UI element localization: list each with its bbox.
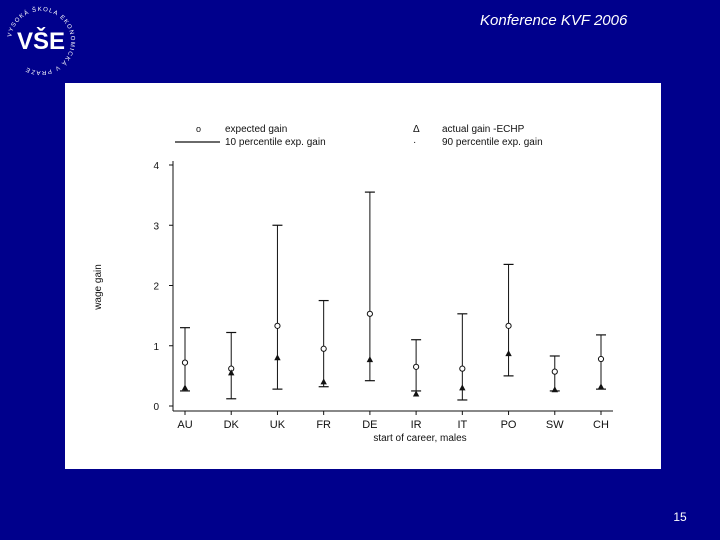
legend-p90-marker: · [413, 137, 416, 148]
x-tick-label-CH: CH [593, 419, 609, 431]
legend-actual-label: actual gain -ECHP [442, 124, 525, 135]
y-tick-label-0: 0 [153, 402, 159, 413]
chart-marks [180, 191, 606, 401]
x-tick-label-SW: SW [546, 419, 564, 431]
y-axis-label: wage gain [93, 264, 104, 311]
x-tick-label-UK: UK [270, 419, 286, 431]
x-tick-label-PO: PO [501, 419, 517, 431]
actual-point-DK [228, 369, 235, 376]
x-tick-label-AU: AU [177, 419, 192, 431]
x-axis-label: start of career, males [373, 433, 466, 444]
chart-panel: o expected gain 10 percentile exp. gain … [65, 83, 661, 469]
x-tick-label-FR: FR [316, 419, 331, 431]
expected-point-AU [181, 359, 189, 366]
expected-point-SW [551, 368, 558, 375]
legend-expected-marker: o [196, 124, 201, 134]
expected-point-FR [320, 345, 327, 352]
actual-point-CH [597, 383, 605, 390]
y-tick-label-1: 1 [153, 342, 159, 353]
x-tick-label-IT: IT [457, 419, 467, 431]
expected-point-UK [274, 322, 281, 329]
actual-point-IT [459, 384, 466, 391]
actual-point-FR [320, 378, 327, 385]
y-tick-label-3: 3 [153, 221, 159, 232]
expected-point-DE [366, 310, 373, 317]
expected-point-PO [505, 322, 512, 329]
expected-point-IR [413, 363, 420, 370]
actual-point-UK [274, 354, 281, 361]
logo-text: VŠE [17, 27, 65, 55]
page-number: 15 [673, 510, 687, 524]
slide-title: Konference KVF 2006 [480, 12, 628, 29]
legend-p10-label: 10 percentile exp. gain [225, 137, 326, 148]
legend: o expected gain 10 percentile exp. gain … [175, 124, 543, 148]
expected-point-IT [459, 365, 466, 372]
actual-point-IR [412, 390, 420, 397]
legend-p90-label: 90 percentile exp. gain [442, 137, 543, 148]
actual-point-DE [366, 356, 374, 363]
actual-point-AU [181, 384, 189, 391]
actual-point-PO [505, 350, 512, 357]
chart: o expected gain 10 percentile exp. gain … [93, 124, 613, 444]
axes: 0 1 2 3 4 AU DK UK FR DE IR IT PO SW CH [153, 161, 613, 431]
x-tick-label-IR: IR [411, 419, 422, 431]
legend-actual-marker: Δ [413, 124, 420, 135]
y-tick-label-4: 4 [153, 161, 159, 172]
expected-point-CH [597, 355, 605, 363]
x-tick-label-DE: DE [362, 419, 377, 431]
y-tick-label-2: 2 [153, 282, 159, 293]
x-tick-label-DK: DK [224, 419, 240, 431]
legend-expected-label: expected gain [225, 124, 287, 135]
vse-logo: VYSOKÁ ŠKOLA EKONOMICKÁ V PRAZE VŠE [2, 2, 80, 80]
actual-point-SW [551, 386, 558, 393]
